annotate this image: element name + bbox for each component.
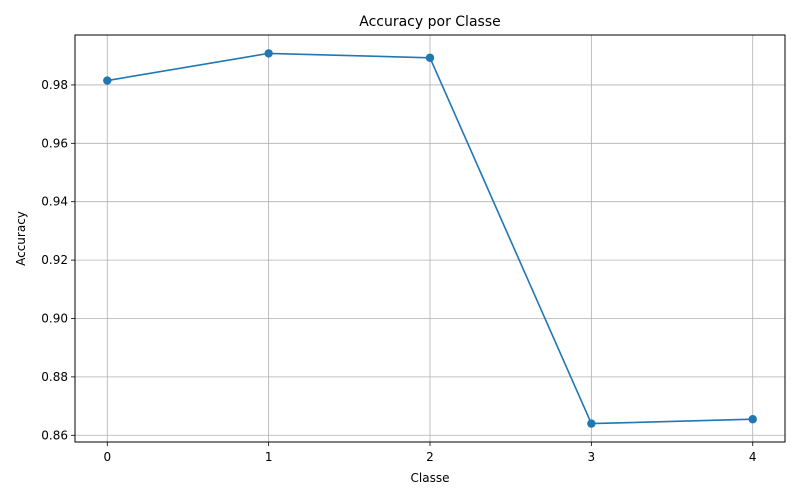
- data-point: [425, 53, 435, 62]
- data-point: [748, 415, 757, 424]
- x-tick-label: 4: [749, 450, 757, 464]
- y-tick-label: 0.90: [41, 311, 68, 325]
- x-axis-label: Classe: [411, 471, 450, 485]
- y-tick-label: 0.92: [41, 253, 68, 267]
- data-point: [587, 419, 596, 428]
- chart-title: Accuracy por Classe: [359, 14, 500, 30]
- data-point: [264, 49, 273, 58]
- x-tick-label: 3: [588, 450, 596, 464]
- x-tick-label: 0: [103, 450, 111, 464]
- y-tick-label: 0.96: [41, 136, 68, 150]
- x-tick-label: 2: [426, 450, 434, 464]
- series-layer: [103, 49, 757, 428]
- y-tick-label: 0.86: [41, 428, 68, 442]
- y-tick-label: 0.98: [41, 78, 68, 92]
- y-tick-label: 0.88: [41, 370, 68, 384]
- grid-lines: [75, 35, 785, 442]
- axis-ticks: 0 1 2 3 4 0.86 0.88 0.90 0.92 0.94 0.96 0.98: [41, 78, 756, 464]
- x-tick-label: 1: [265, 450, 273, 464]
- y-axis-label: Accuracy: [14, 211, 28, 266]
- y-tick-label: 0.94: [41, 195, 68, 209]
- data-point: [103, 76, 112, 85]
